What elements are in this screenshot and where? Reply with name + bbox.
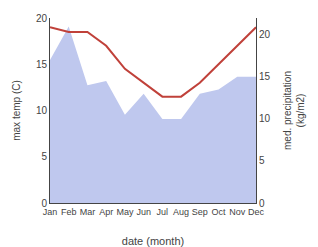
svg-text:med. precipitation(kg/m2): med. precipitation(kg/m2) xyxy=(282,71,306,150)
svg-text:5: 5 xyxy=(41,151,47,162)
svg-text:Aug: Aug xyxy=(173,207,189,217)
svg-text:date (month): date (month) xyxy=(122,235,184,247)
svg-text:Oct: Oct xyxy=(212,207,227,217)
svg-text:Jan: Jan xyxy=(43,207,58,217)
svg-text:10: 10 xyxy=(259,113,271,124)
svg-text:20: 20 xyxy=(259,29,271,40)
svg-text:Feb: Feb xyxy=(61,207,77,217)
svg-text:Dec: Dec xyxy=(248,207,265,217)
svg-text:0: 0 xyxy=(259,198,265,209)
svg-text:Jul: Jul xyxy=(157,207,169,217)
svg-text:5: 5 xyxy=(259,155,265,166)
svg-text:Sep: Sep xyxy=(192,207,208,217)
svg-text:20: 20 xyxy=(36,13,48,24)
svg-text:max temp (C): max temp (C) xyxy=(11,80,22,141)
svg-text:15: 15 xyxy=(36,59,48,70)
svg-text:May: May xyxy=(116,207,134,217)
svg-text:Apr: Apr xyxy=(99,207,113,217)
svg-text:15: 15 xyxy=(259,71,271,82)
svg-text:Nov: Nov xyxy=(229,207,246,217)
svg-text:10: 10 xyxy=(36,105,48,116)
svg-text:Mar: Mar xyxy=(80,207,96,217)
svg-text:Jun: Jun xyxy=(136,207,151,217)
svg-text:0: 0 xyxy=(41,198,47,209)
